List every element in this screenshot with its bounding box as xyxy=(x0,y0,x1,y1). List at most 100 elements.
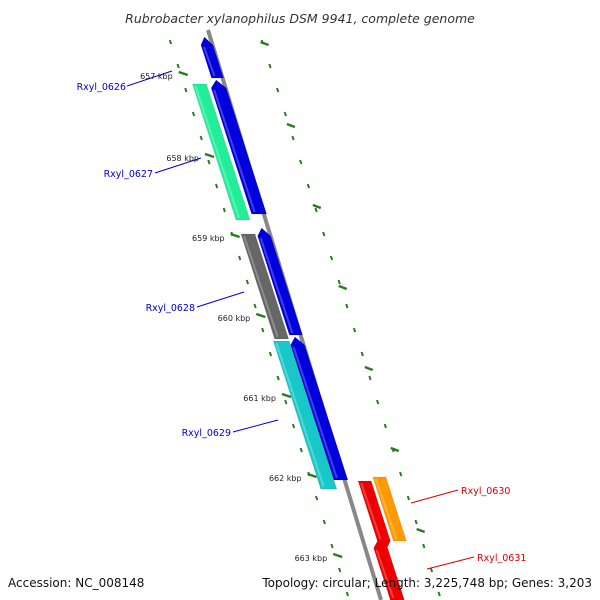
minor-tick xyxy=(383,423,387,429)
cds-0626 xyxy=(200,36,224,79)
minor-tick xyxy=(291,135,295,141)
minor-tick xyxy=(299,159,303,165)
minor-tick xyxy=(283,111,287,117)
minor-tick xyxy=(168,39,173,45)
gene-label-rxyl-0626: Rxyl_0626 xyxy=(77,82,126,93)
major-tick xyxy=(260,40,270,47)
minor-tick xyxy=(222,207,226,213)
gene-label-leader xyxy=(232,419,279,433)
topology-text: Topology: circular; Length: 3,225,748 bp… xyxy=(261,576,592,590)
gene-bar-0630-highlight xyxy=(374,478,398,540)
gene-bar-0629-highlight xyxy=(275,342,325,488)
minor-tick xyxy=(207,159,211,165)
gene-label-leader xyxy=(126,70,173,87)
gene-bar-0629 xyxy=(272,340,338,490)
major-tick xyxy=(307,472,317,479)
feature-tracks xyxy=(192,36,407,600)
gene-label-rxyl-0628: Rxyl_0628 xyxy=(146,303,195,314)
minor-tick xyxy=(268,351,273,357)
major-tick xyxy=(230,232,241,239)
minor-tick xyxy=(215,183,219,189)
gene-bar-0627-highlight xyxy=(194,85,240,219)
minor-tick xyxy=(315,495,319,501)
minor-tick xyxy=(414,519,418,525)
minor-tick xyxy=(338,567,342,573)
minor-tick xyxy=(330,543,334,549)
scale-tick-label: 660 kbp xyxy=(218,314,251,323)
cds-0631-reverse-highlight xyxy=(375,549,395,599)
minor-tick xyxy=(299,447,303,453)
minor-tick xyxy=(429,567,434,573)
gene-bar-0628-highlight xyxy=(243,235,279,338)
minor-tick xyxy=(399,471,403,477)
cds-0629-highlight xyxy=(292,346,338,479)
cds-0627-highlight xyxy=(213,89,256,213)
major-tick xyxy=(286,122,296,129)
major-tick xyxy=(255,312,266,319)
minor-tick xyxy=(345,303,349,309)
minor-tick xyxy=(337,279,341,285)
minor-tick xyxy=(199,135,203,141)
minor-tick xyxy=(268,63,272,69)
minor-tick xyxy=(276,375,280,381)
major-tick xyxy=(204,152,215,159)
gene-bar-0628 xyxy=(240,233,289,340)
gene-label-rxyl-0627: Rxyl_0627 xyxy=(104,169,153,180)
minor-tick xyxy=(345,591,349,597)
minor-tick xyxy=(253,303,257,309)
minor-tick xyxy=(314,207,318,213)
scale-tick-label: 661 kbp xyxy=(243,394,276,403)
minor-tick xyxy=(437,591,441,597)
minor-tick xyxy=(184,87,188,93)
cds-0629 xyxy=(290,336,349,481)
scale-tick-label: 658 kbp xyxy=(166,154,199,163)
scale-tick-label: 659 kbp xyxy=(192,234,225,243)
gene-label-rxyl-0630: Rxyl_0630 xyxy=(461,486,510,497)
minor-tick xyxy=(191,111,196,117)
minor-tick xyxy=(352,327,357,333)
minor-tick xyxy=(376,399,380,405)
minor-tick xyxy=(322,519,326,525)
minor-tick xyxy=(261,327,265,333)
cds-0628-highlight xyxy=(259,237,294,334)
cds-0626-highlight xyxy=(202,46,216,77)
minor-tick xyxy=(238,255,242,261)
major-tick xyxy=(364,365,374,372)
minor-tick xyxy=(245,279,249,285)
gene-bar-0630 xyxy=(372,476,407,542)
minor-tick xyxy=(276,87,280,93)
cds-0627 xyxy=(210,79,267,215)
cds-0630-reverse xyxy=(357,480,391,550)
gene-label-leader xyxy=(410,489,459,504)
accession-text: Accession: NC_008148 xyxy=(8,576,144,590)
minor-tick xyxy=(322,231,326,237)
scale-tick-label: 663 kbp xyxy=(295,554,328,563)
gene-bar-0627 xyxy=(192,83,251,221)
scale-tick-label: 662 kbp xyxy=(269,474,302,483)
gene-labels: Rxyl_0626 Rxyl_0627 Rxyl_0628 Rxyl_0629 Rxyl… xyxy=(77,70,526,570)
gene-label-rxyl-0631: Rxyl_0631 xyxy=(477,553,526,564)
genome-title: Rubrobacter xylanophilus DSM 9941, compl… xyxy=(125,11,475,26)
gene-label-leader xyxy=(154,157,202,174)
minor-tick xyxy=(360,351,364,357)
minor-tick xyxy=(422,543,426,549)
major-tick xyxy=(312,203,322,210)
gene-label-rxyl-0629: Rxyl_0629 xyxy=(182,428,231,439)
major-tick xyxy=(416,527,426,534)
major-tick xyxy=(178,70,189,77)
cds-0630-reverse-highlight xyxy=(360,482,382,540)
minor-tick xyxy=(284,399,288,405)
gene-label-leader xyxy=(426,556,475,570)
major-tick xyxy=(332,552,343,559)
minor-tick xyxy=(329,255,334,261)
major-tick xyxy=(338,284,348,291)
major-tick xyxy=(390,446,400,453)
minor-tick xyxy=(306,183,311,189)
gene-label-leader xyxy=(196,291,245,308)
minor-tick xyxy=(291,423,296,429)
major-tick xyxy=(281,392,292,399)
cds-0628 xyxy=(257,227,303,336)
minor-tick xyxy=(406,495,411,501)
minor-tick xyxy=(176,63,180,69)
minor-tick xyxy=(368,375,372,381)
